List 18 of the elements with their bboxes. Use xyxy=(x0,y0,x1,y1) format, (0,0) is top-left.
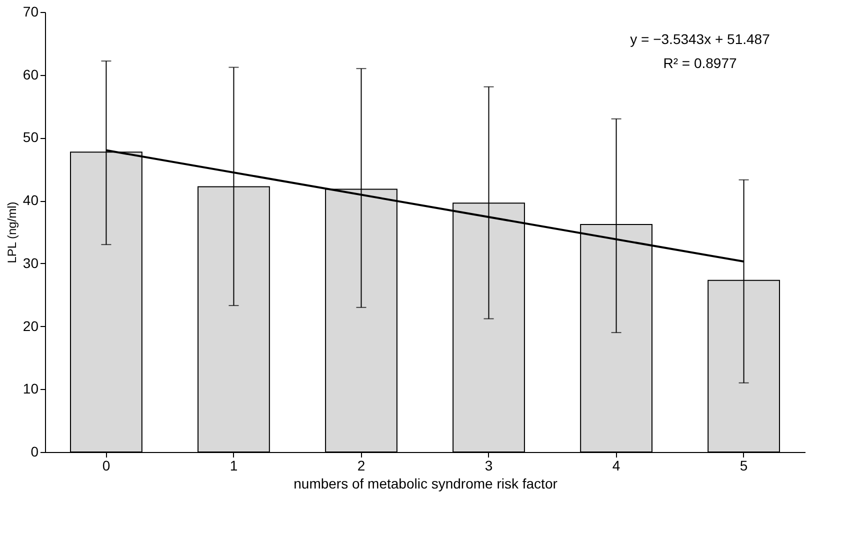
x-tick-label: 5 xyxy=(740,458,748,474)
y-tick-label: 30 xyxy=(22,254,39,271)
x-tick-label: 3 xyxy=(484,458,493,474)
x-tick-label: 4 xyxy=(612,458,620,474)
y-tick-label: 50 xyxy=(22,129,39,146)
x-axis-title: numbers of metabolic syndrome risk factor xyxy=(294,476,558,492)
y-tick-label: 60 xyxy=(22,66,39,82)
annotation: y = −3.5343x + 51.487 xyxy=(630,31,770,47)
x-tick-label: 0 xyxy=(102,458,110,474)
y-tick-label: 0 xyxy=(30,444,39,460)
y-tick-label: 70 xyxy=(22,4,39,20)
annotation: R² = 0.8977 xyxy=(663,55,737,71)
y-axis-title: LPL (ng/ml) xyxy=(4,202,19,264)
y-tick-label: 40 xyxy=(22,192,39,208)
y-tick-label: 20 xyxy=(22,318,39,334)
y-tick-label: 10 xyxy=(22,380,39,397)
x-tick-label: 2 xyxy=(357,458,366,474)
x-tick-label: 1 xyxy=(230,458,238,474)
